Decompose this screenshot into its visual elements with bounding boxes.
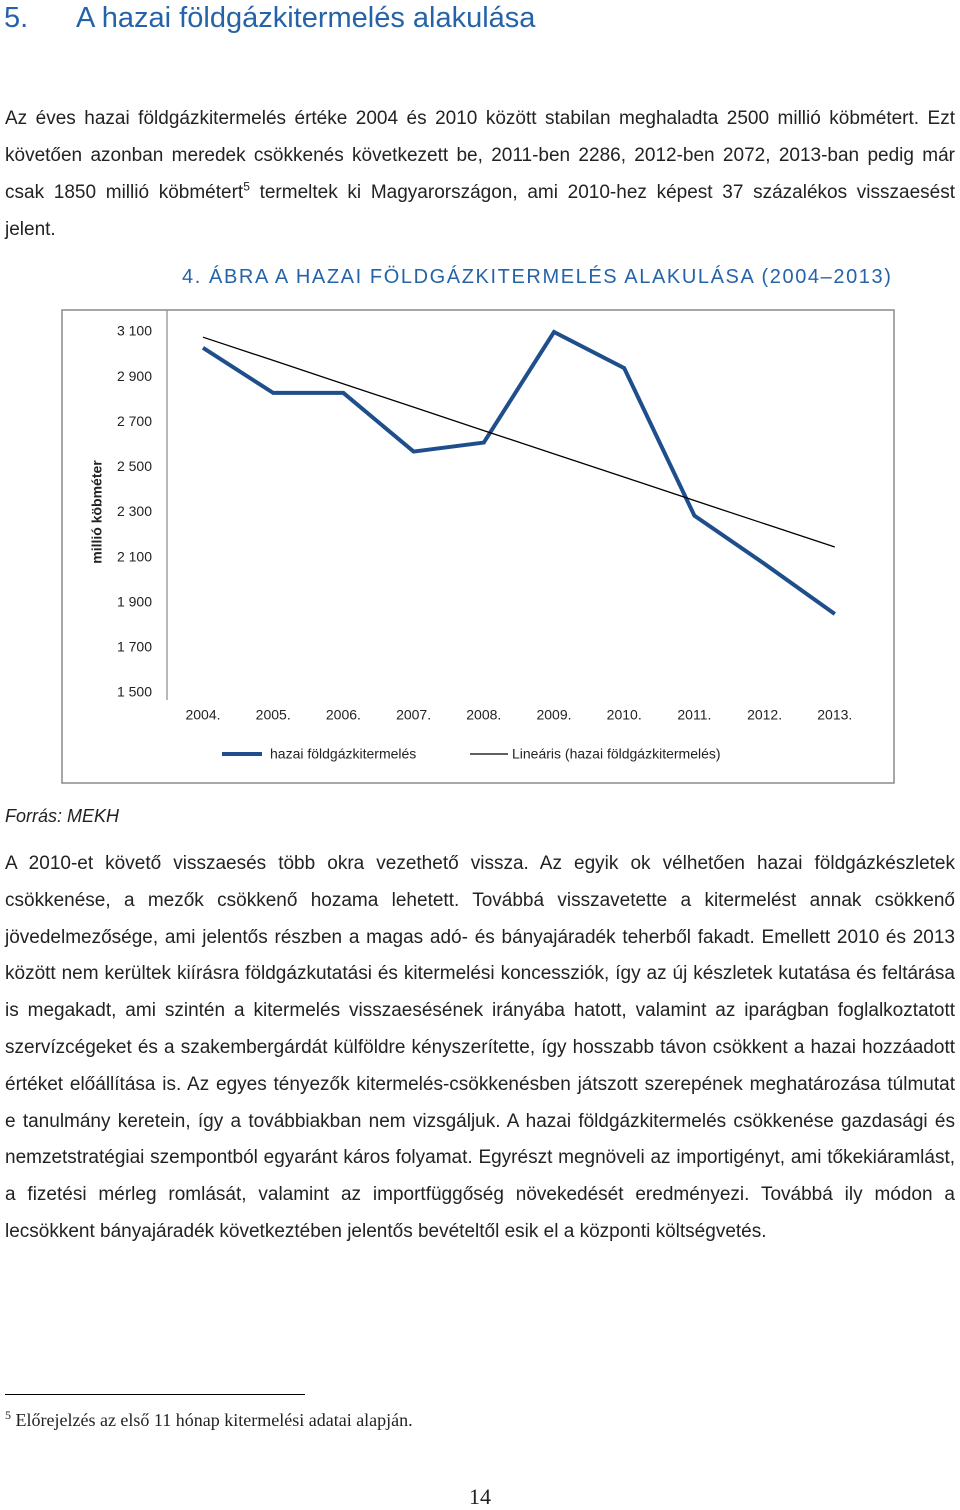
chart: millió köbméter 1 500 1 700 1 900 2 100 2 30…	[61, 309, 895, 784]
figure-caption: 4. ÁBRA A HAZAI FÖLDGÁZKITERMELÉS ALAKUL…	[182, 266, 893, 288]
y-tick-label: 1 900	[117, 593, 152, 609]
heading-title: A hazai földgázkitermelés alakulása	[76, 2, 536, 34]
footnote: 5 Előrejelzés az első 11 hónap kitermelé…	[5, 1408, 413, 1431]
y-tick-label: 2 100	[117, 548, 152, 564]
series-line	[202, 336, 836, 548]
x-tick-label: 2004.	[185, 707, 220, 723]
heading-number: 5.	[4, 2, 29, 34]
page-number: 14	[469, 1484, 491, 1509]
x-tick-label: 2009.	[536, 707, 571, 723]
footnote-separator	[5, 1394, 305, 1395]
x-tick-label: 2012.	[747, 707, 782, 723]
y-axis-label: millió köbméter	[89, 460, 105, 564]
y-tick-label: 1 700	[117, 639, 152, 655]
y-tick-label: 1 500	[117, 684, 152, 700]
paragraph: A 2010-et követő visszaesés több okra ve…	[5, 853, 955, 1242]
y-tick-label: 2 700	[117, 413, 152, 429]
legend-label: Lineáris (hazai földgázkitermelés)	[512, 746, 721, 762]
legend-label: hazai földgázkitermelés	[270, 746, 416, 762]
x-tick-label: 2007.	[396, 707, 431, 723]
x-tick-label: 2005.	[256, 707, 291, 723]
y-tick-label: 2 300	[117, 503, 152, 519]
series-line	[201, 329, 836, 616]
paragraph-text: termeltek ki Magyarországon, ami 2010-he…	[5, 182, 955, 240]
x-tick-label: 2013.	[817, 707, 852, 723]
x-tick-label: 2011.	[677, 707, 711, 723]
chart-frame	[61, 309, 895, 784]
x-tick-label: 2006.	[326, 707, 361, 723]
source: Forrás: MEKH	[5, 806, 120, 826]
paragraph: Az éves hazai földgázkitermelés értéke 2…	[5, 100, 955, 248]
footnote-ref: 5	[243, 179, 250, 194]
footnote-number: 5	[5, 1408, 11, 1422]
y-tick-label: 2 900	[117, 368, 152, 384]
x-tick-label: 2008.	[466, 707, 501, 723]
y-tick-label: 2 500	[117, 458, 152, 474]
paragraph-text: Az éves hazai földgázkitermelés értéke 2…	[5, 108, 955, 203]
heading: 5. A hazai földgázkitermelés alakulása	[4, 2, 535, 35]
y-tick-label: 3 100	[117, 323, 152, 339]
x-tick-label: 2010.	[607, 707, 642, 723]
footnote-text: Előrejelzés az első 11 hónap kitermelési…	[15, 1410, 413, 1430]
